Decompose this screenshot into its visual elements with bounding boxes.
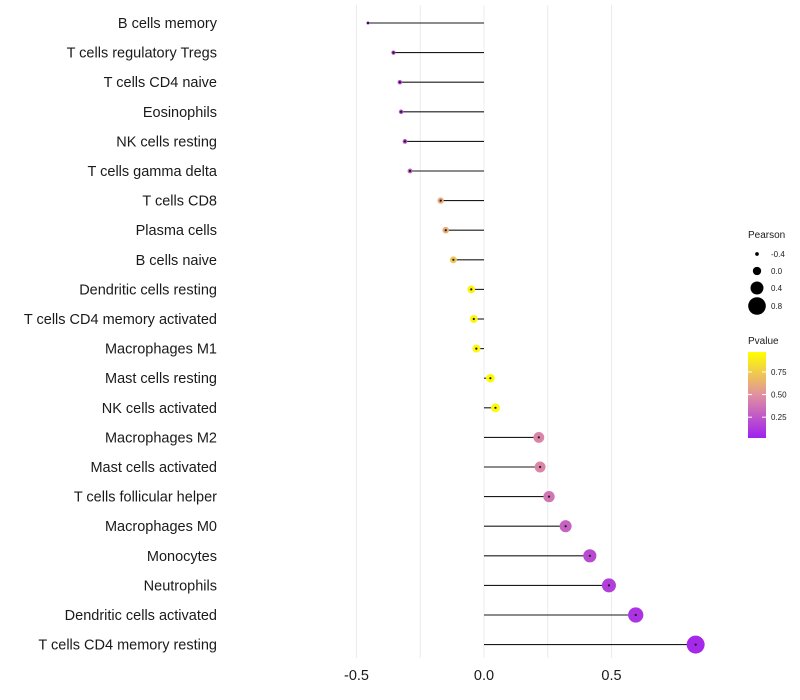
- lollipop-endpoint: [607, 584, 611, 587]
- category-label: Plasma cells: [136, 223, 217, 239]
- lollipop-points: [366, 21, 705, 654]
- category-label: T cells CD4 memory activated: [24, 312, 217, 328]
- category-label: B cells memory: [118, 16, 218, 32]
- category-label: Macrophages M0: [105, 519, 217, 535]
- category-label: Eosinophils: [143, 105, 217, 121]
- category-label: T cells follicular helper: [74, 490, 217, 506]
- pearson-legend-label: 0.0: [771, 267, 783, 276]
- lollipop-endpoint: [694, 643, 697, 646]
- y-axis-labels: B cells memory T cells regulatory Tregs T …: [24, 16, 218, 654]
- category-label: Macrophages M2: [105, 430, 217, 446]
- x-tick-label: -0.5: [344, 668, 369, 684]
- pvalue-legend-label: 0.25: [771, 413, 787, 422]
- category-label: T cells regulatory Tregs: [67, 46, 217, 62]
- x-tick-label: 0.5: [601, 668, 621, 684]
- pearson-legend-key: [750, 281, 764, 295]
- pearson-legend-key: [752, 266, 762, 276]
- pearson-legend-title: Pearson: [748, 230, 785, 241]
- lollipop-endpoint: [475, 347, 478, 350]
- lollipop-endpoint: [408, 169, 412, 173]
- lollipop-endpoint: [452, 258, 455, 261]
- category-label: Dendritic cells resting: [79, 282, 217, 298]
- lollipop-endpoint: [398, 81, 401, 84]
- category-label: T cells gamma delta: [88, 164, 218, 180]
- lollipop-endpoint: [494, 406, 497, 409]
- lollipop-endpoint: [470, 288, 473, 291]
- pearson-legend-label: -0.4: [771, 250, 785, 259]
- lollipop-endpoint: [392, 51, 395, 54]
- x-tick-label: 0.0: [474, 668, 494, 684]
- pvalue-legend-label: 0.75: [771, 368, 787, 377]
- lollipop-endpoint: [472, 317, 475, 321]
- grid-lines: [356, 5, 612, 658]
- lollipop-endpoint: [547, 495, 551, 498]
- category-label: Macrophages M1: [105, 342, 217, 358]
- category-label: T cells CD4 naive: [104, 75, 217, 91]
- category-label: NK cells resting: [116, 134, 217, 150]
- lollipop-endpoint: [400, 110, 403, 113]
- category-label: Neutrophils: [144, 578, 217, 594]
- lollipop-endpoint: [439, 199, 442, 202]
- category-label: Dendritic cells activated: [65, 608, 217, 624]
- lollipop-endpoint: [403, 140, 407, 143]
- lollipop-endpoint: [539, 465, 542, 469]
- pvalue-colorbar: [748, 352, 766, 438]
- pvalue-legend-label: 0.50: [771, 391, 787, 400]
- lollipop-endpoint: [537, 436, 540, 439]
- pearson-legend-label: 0.4: [771, 284, 783, 293]
- pearson-legend-key: [748, 297, 766, 315]
- lollipop-segments: [367, 22, 696, 646]
- lollipop-endpoint: [444, 229, 447, 232]
- pvalue-color-legend: Pvalue 0.75 0.50 0.25: [748, 336, 787, 438]
- category-label: NK cells activated: [102, 401, 217, 417]
- category-label: Monocytes: [147, 549, 217, 565]
- category-label: B cells naive: [136, 253, 217, 269]
- category-label: Mast cells resting: [105, 371, 217, 387]
- lollipop-endpoint: [564, 525, 567, 528]
- x-axis-labels: -0.5 0.0 0.5: [344, 668, 622, 684]
- pearson-legend-key: [755, 252, 759, 256]
- lollipop-endpoint: [588, 554, 591, 557]
- pvalue-legend-title: Pvalue: [748, 336, 779, 347]
- category-label: Mast cells activated: [90, 460, 217, 476]
- lollipop-endpoint: [489, 377, 492, 380]
- lollipop-endpoint: [634, 613, 637, 617]
- category-label: T cells CD4 memory resting: [38, 638, 217, 654]
- pearson-legend-label: 0.8: [771, 302, 783, 311]
- pearson-size-legend: Pearson -0.4 0.0 0.4 0.8: [748, 230, 785, 315]
- lollipop-endpoint: [366, 21, 370, 25]
- category-label: T cells CD8: [142, 194, 217, 210]
